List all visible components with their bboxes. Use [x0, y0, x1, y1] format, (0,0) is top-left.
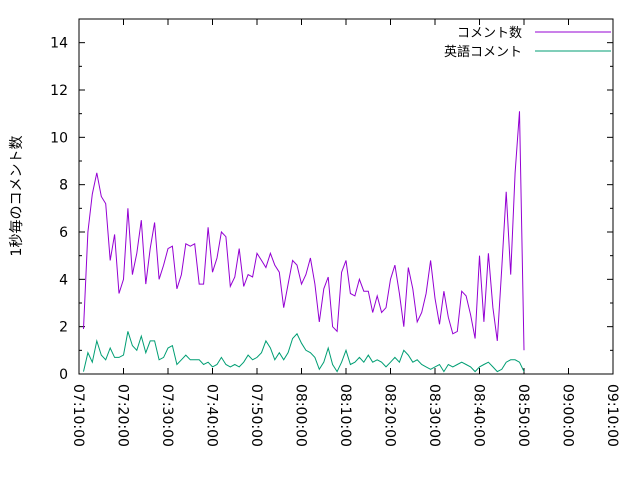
x-tick-label: 08:30:00 [426, 384, 442, 447]
y-tick-label: 8 [59, 178, 68, 194]
x-tick-label: 08:00:00 [293, 384, 309, 447]
y-tick-label: 4 [59, 272, 68, 288]
series-line-1 [83, 111, 525, 351]
x-tick-labels: 07:10:00 07:20:00 07:30:00 07:40:00 07:50:00… [70, 384, 620, 447]
plot-frame [78, 18, 614, 375]
x-tick-label: 08:40:00 [471, 384, 487, 447]
y-axis-label: 1秒毎のコメント数 [9, 136, 25, 257]
x-tick-label: 07:30:00 [159, 384, 175, 447]
y-tick-labels: 0 2 4 6 8 10 12 14 [50, 36, 68, 383]
y-tick-label: 2 [59, 320, 68, 336]
x-tick-label: 08:20:00 [382, 384, 398, 447]
y-tick-label: 6 [59, 225, 68, 241]
x-tick-label: 09:00:00 [560, 384, 576, 447]
series-lines [83, 111, 525, 373]
y-tick-label: 12 [50, 83, 68, 99]
series-line-2 [83, 331, 525, 373]
legend-label-2: 英語コメント [444, 44, 522, 60]
y-tick-label: 10 [50, 130, 68, 146]
x-tick-label: 07:50:00 [248, 384, 264, 447]
x-tick-label: 08:10:00 [337, 384, 353, 447]
y-tick-label: 0 [59, 367, 68, 383]
axis-ticks [78, 19, 614, 375]
x-tick-label: 09:10:00 [604, 384, 620, 447]
x-tick-label: 07:40:00 [204, 384, 220, 447]
x-tick-label: 07:20:00 [115, 384, 131, 447]
y-tick-label: 14 [50, 36, 68, 52]
x-tick-label: 07:10:00 [70, 384, 86, 447]
legend-label-1: コメント数 [457, 26, 522, 41]
x-tick-label: 08:50:00 [515, 384, 531, 447]
